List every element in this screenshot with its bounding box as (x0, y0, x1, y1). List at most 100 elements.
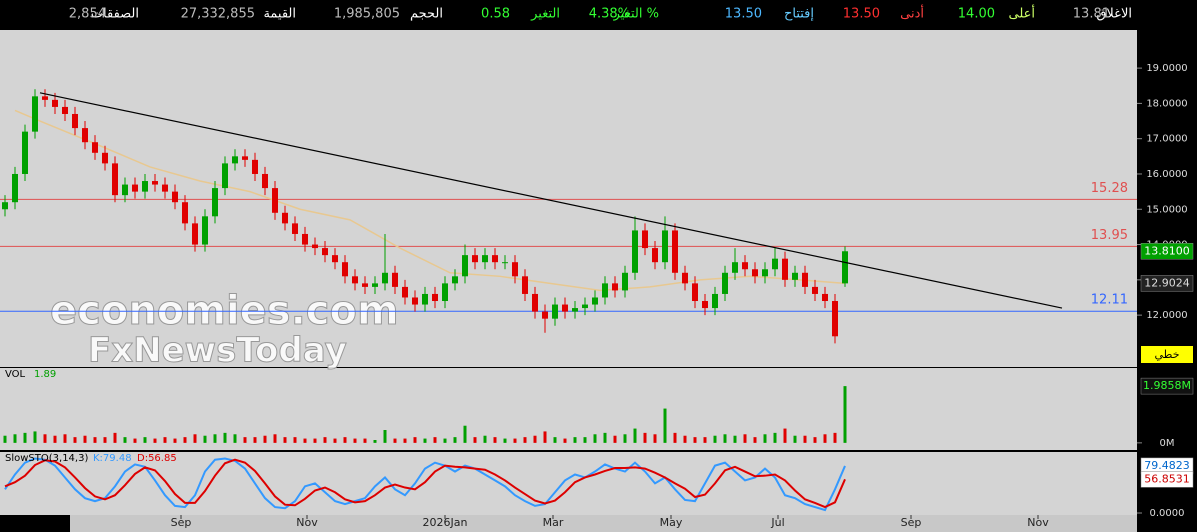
candle-body (152, 181, 158, 185)
candle-body (252, 159, 258, 174)
candle-body (222, 163, 228, 189)
volume-bar (823, 434, 827, 443)
volume-bar (643, 432, 647, 443)
candle-body (332, 255, 338, 263)
stat-label: إفتتاح (784, 7, 814, 22)
candle-body (572, 308, 578, 312)
volume-bar (733, 435, 737, 443)
volume-bar (53, 435, 57, 443)
volume-bar (233, 434, 237, 443)
stat-label: أعلى (1008, 5, 1035, 22)
candle-body (202, 216, 208, 245)
volume-bar (653, 434, 657, 443)
candle-body (702, 301, 708, 309)
candle-body (562, 304, 568, 312)
moving-average (14, 109, 846, 292)
candle-body (742, 262, 748, 270)
volume-bar (313, 438, 317, 443)
candle-body (472, 255, 478, 263)
volume-bar (73, 437, 77, 443)
candle-body (22, 131, 28, 174)
chart-type-button[interactable]: خطي (1155, 348, 1180, 361)
candle-body (302, 233, 308, 245)
stochastic-label: 56.8531 (1144, 472, 1190, 485)
candle-body (92, 142, 98, 153)
candle-body (812, 286, 818, 294)
volume-bar (553, 437, 557, 443)
volume-bar (793, 435, 797, 443)
volume-bar (523, 437, 527, 443)
volume-bar (443, 438, 447, 443)
volume-bar (673, 432, 677, 443)
x-tick-label: Jul (770, 516, 784, 529)
stat-label: القيمة (263, 7, 296, 22)
volume-bar (463, 425, 467, 443)
candle-body (382, 272, 388, 284)
volume-bar (393, 438, 397, 443)
stat-label: الاغلاق (1096, 7, 1132, 22)
candle-body (192, 223, 198, 245)
volume-bar (713, 435, 717, 443)
volume-bar (333, 438, 337, 443)
candle-body (122, 184, 128, 196)
candle-body (632, 230, 638, 273)
candle-body (622, 272, 628, 291)
x-tick-label: Nov (1027, 516, 1049, 529)
volume-bar (813, 437, 817, 443)
level-label: 15.28 (1091, 181, 1128, 196)
candle-body (312, 244, 318, 249)
volume-bar (193, 434, 197, 443)
candle-body (672, 230, 678, 273)
volume-bar (483, 435, 487, 443)
level-label: 13.95 (1091, 228, 1128, 243)
candle-body (612, 283, 618, 291)
volume-bar (803, 435, 807, 443)
stat-value: 13.50 (843, 7, 880, 22)
candle-body (522, 276, 528, 294)
candle-body (532, 293, 538, 312)
volume-bar (343, 437, 347, 443)
volume-bar (383, 430, 387, 443)
candle-body (212, 188, 218, 217)
volume-bar (163, 437, 167, 443)
candle-body (162, 184, 168, 192)
volume-bar (373, 440, 377, 443)
candle-body (62, 106, 68, 114)
candle-body (422, 293, 428, 305)
candle-body (462, 255, 468, 277)
volume-bar (433, 437, 437, 443)
volume-bar (13, 434, 17, 443)
candle-body (832, 301, 838, 337)
volume-bar (493, 437, 497, 443)
volume-bar (33, 431, 37, 443)
stochastic-label: 79.4823 (1144, 459, 1190, 472)
candle-body (492, 255, 498, 263)
candle-body (452, 276, 458, 284)
x-tick-label: Sep (901, 516, 922, 529)
candle-body (512, 262, 518, 277)
y-tick-label: 16.0000 (1146, 169, 1187, 180)
candle-body (602, 283, 608, 298)
candle-body (542, 311, 548, 319)
volume-bar (283, 437, 287, 443)
volume-bar (683, 435, 687, 443)
candle-body (32, 96, 38, 132)
candle-body (792, 272, 798, 280)
level-label: 12.11 (1091, 293, 1128, 308)
chart-type-button-box[interactable] (1141, 346, 1193, 363)
candle-body (102, 152, 108, 164)
candle-body (552, 304, 558, 319)
candle-body (822, 293, 828, 302)
volume-bar (293, 437, 297, 443)
volume-bar (83, 435, 87, 443)
volume-bar (133, 438, 137, 443)
volume-bar (693, 437, 697, 443)
volume-bar (623, 434, 627, 443)
candle-body (262, 173, 268, 189)
volume-bar (423, 438, 427, 443)
volume-bar (613, 435, 617, 443)
volume-bar (113, 432, 117, 443)
volume-title: VOL (5, 369, 26, 380)
volume-bar (403, 438, 407, 443)
